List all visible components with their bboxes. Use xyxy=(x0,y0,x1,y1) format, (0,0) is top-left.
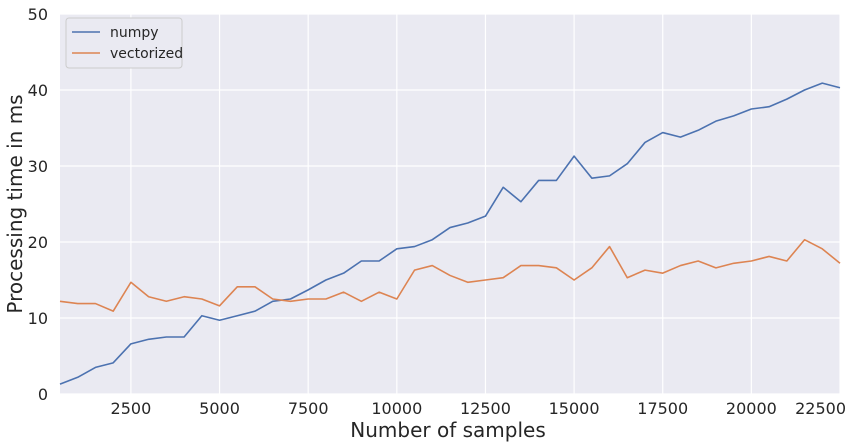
y-tick-label: 50 xyxy=(28,5,48,24)
legend: numpy vectorized xyxy=(65,17,183,69)
x-tick-label: 10000 xyxy=(371,399,422,418)
y-tick-label: 40 xyxy=(28,81,48,100)
y-tick-label: 20 xyxy=(28,233,48,252)
x-tick-label: 12500 xyxy=(460,399,511,418)
y-tick-label: 30 xyxy=(28,157,48,176)
series-line-vectorized xyxy=(59,238,841,312)
y-tick-label: 0 xyxy=(38,385,48,404)
x-tick-label: 17500 xyxy=(637,399,688,418)
legend-label-numpy: numpy xyxy=(110,25,159,41)
x-tick-label: 2500 xyxy=(111,399,152,418)
legend-box xyxy=(65,17,183,69)
x-tick-label: 22500 xyxy=(795,399,846,418)
series-lines xyxy=(59,82,841,385)
x-tick-label: 20000 xyxy=(726,399,777,418)
x-tick-label: 5000 xyxy=(199,399,240,418)
x-axis-label: Number of samples xyxy=(350,418,545,442)
x-tick-label: 15000 xyxy=(549,399,600,418)
x-tick-labels: 2500 5000 7500 10000 12500 15000 17500 20000 225… xyxy=(111,399,846,418)
series-line-numpy xyxy=(59,82,841,385)
legend-label-vectorized: vectorized xyxy=(110,46,183,62)
y-tick-label: 10 xyxy=(28,309,48,328)
x-tick-label: 7500 xyxy=(288,399,329,418)
y-axis-label: Processing time in ms xyxy=(3,94,27,313)
grid-lines xyxy=(60,13,841,395)
y-tick-labels: 0 10 20 30 40 50 xyxy=(28,5,48,404)
